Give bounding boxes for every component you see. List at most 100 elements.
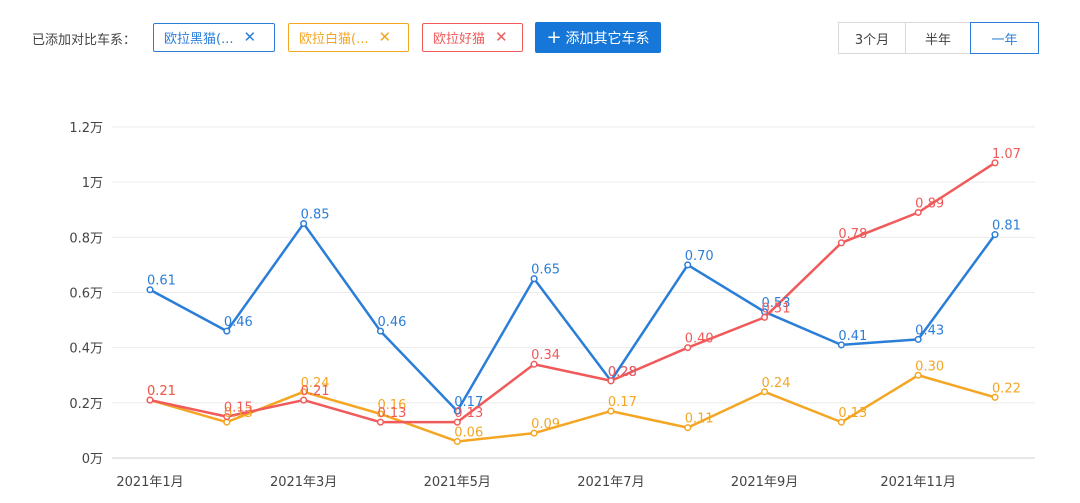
data-point bbox=[300, 388, 308, 396]
data-label: 0.46 bbox=[377, 315, 406, 330]
y-tick-label: 0.2万 bbox=[69, 397, 103, 412]
data-label: 0.41 bbox=[838, 329, 867, 344]
data-label: 0.22 bbox=[992, 381, 1021, 396]
data-point bbox=[453, 437, 461, 446]
data-label: 0.40 bbox=[685, 332, 714, 347]
grid-layer bbox=[112, 126, 1035, 459]
data-point bbox=[453, 418, 461, 426]
data-point bbox=[837, 418, 845, 426]
data-point bbox=[223, 413, 231, 421]
range-half-year[interactable]: 半年 bbox=[905, 22, 971, 54]
data-label: 1.07 bbox=[992, 147, 1021, 162]
data-label: 0.13 bbox=[838, 406, 867, 421]
series-line bbox=[149, 374, 996, 443]
x-tick-label: 2021年9月 bbox=[731, 475, 798, 490]
data-label: 0.78 bbox=[838, 227, 867, 242]
x-tick-label: 2021年3月 bbox=[270, 475, 337, 490]
data-label: 0.85 bbox=[301, 208, 330, 223]
data-label: 0.43 bbox=[915, 323, 944, 338]
data-label: 0.89 bbox=[915, 197, 944, 212]
data-label: 0.46 bbox=[224, 315, 253, 330]
series-line bbox=[149, 222, 997, 413]
data-label: 0.21 bbox=[301, 384, 330, 399]
series-line bbox=[149, 161, 996, 424]
data-label: 0.24 bbox=[301, 376, 330, 391]
y-tick-label: 0.8万 bbox=[69, 231, 103, 246]
series-tag-heimao[interactable]: 欧拉黑猫(... ✕ bbox=[153, 23, 275, 52]
data-label: 0.11 bbox=[685, 412, 714, 427]
y-tick-label: 1万 bbox=[82, 176, 103, 191]
data-point bbox=[530, 275, 538, 283]
data-point bbox=[146, 286, 154, 294]
data-label: 0.13 bbox=[454, 406, 483, 421]
label-layer: 0.61 0.46 0.85 0.46 0.17 0.65 0.28 0.70 0.53 0.41… bbox=[147, 147, 1021, 441]
data-point bbox=[146, 396, 154, 404]
data-label: 0.28 bbox=[608, 365, 637, 380]
add-series-label: 添加其它车系 bbox=[565, 30, 650, 47]
y-tick-label: 0万 bbox=[82, 452, 103, 467]
data-label: 0.13 bbox=[224, 406, 253, 421]
close-icon[interactable]: ✕ bbox=[243, 28, 257, 46]
series-tag-haomao[interactable]: 欧拉好猫 ✕ bbox=[422, 23, 523, 52]
compare-label: 已添加对比车系： bbox=[32, 33, 137, 48]
close-icon[interactable]: ✕ bbox=[495, 28, 508, 46]
data-point bbox=[607, 377, 615, 385]
axis-layer: 0万 0.2万 0.4万 0.6万 0.8万 1万 1.2万 2021年1月 2021年3月 20… bbox=[69, 121, 956, 490]
data-point bbox=[991, 159, 999, 167]
toolbar: 已添加对比车系： 欧拉黑猫(... ✕ 欧拉白猫(... ✕ 欧拉好猫 ✕ + … bbox=[0, 0, 1080, 80]
data-label: 0.61 bbox=[147, 274, 176, 289]
data-point bbox=[991, 231, 999, 239]
data-label: 0.17 bbox=[608, 395, 637, 410]
data-point bbox=[991, 393, 999, 401]
data-point bbox=[837, 239, 845, 247]
plus-icon: + bbox=[546, 26, 562, 48]
data-label: 0.15 bbox=[224, 401, 253, 416]
data-label: 0.06 bbox=[454, 425, 483, 440]
x-tick-label: 2021年11月 bbox=[880, 475, 956, 490]
x-tick-label: 2021年5月 bbox=[424, 475, 491, 490]
data-point bbox=[376, 418, 385, 426]
data-label: 0.30 bbox=[915, 359, 944, 374]
x-tick-label: 2021年7月 bbox=[577, 475, 644, 490]
y-tick-label: 0.6万 bbox=[69, 287, 103, 302]
data-point bbox=[300, 219, 308, 228]
data-label: 0.70 bbox=[685, 249, 714, 264]
series-tag-baimao[interactable]: 欧拉白猫(... ✕ bbox=[288, 23, 409, 52]
series-tag-label: 欧拉黑猫(... bbox=[164, 32, 234, 47]
data-point bbox=[837, 341, 845, 349]
data-point bbox=[223, 327, 231, 335]
data-label: 0.21 bbox=[147, 384, 176, 399]
series-tag-label: 欧拉好猫 bbox=[433, 32, 486, 47]
data-label: 0.21 bbox=[147, 384, 176, 399]
data-label: 0.17 bbox=[454, 395, 483, 410]
y-tick-label: 0.4万 bbox=[69, 342, 103, 357]
time-range-selector: 3个月 半年 一年 bbox=[838, 22, 1039, 54]
data-point bbox=[684, 261, 692, 269]
data-label: 0.13 bbox=[377, 406, 406, 421]
data-label: 0.53 bbox=[762, 296, 791, 311]
data-point bbox=[760, 388, 769, 396]
data-label: 0.24 bbox=[762, 376, 791, 391]
close-icon[interactable]: ✕ bbox=[378, 28, 392, 46]
y-tick-label: 1.2万 bbox=[69, 121, 103, 136]
data-point bbox=[684, 344, 692, 352]
x-tick-label: 2021年1月 bbox=[116, 475, 183, 490]
data-point bbox=[530, 429, 538, 437]
series-layer bbox=[146, 159, 999, 446]
add-series-button[interactable]: + 添加其它车系 bbox=[535, 22, 661, 53]
data-label: 0.65 bbox=[531, 263, 560, 278]
data-label: 0.51 bbox=[762, 301, 791, 316]
data-point bbox=[684, 424, 692, 432]
range-3-months[interactable]: 3个月 bbox=[838, 22, 906, 54]
data-label: 0.81 bbox=[992, 219, 1021, 234]
data-point bbox=[914, 371, 922, 379]
data-point bbox=[376, 327, 385, 335]
data-point bbox=[376, 410, 385, 418]
data-point bbox=[453, 407, 461, 415]
range-one-year[interactable]: 一年 bbox=[970, 22, 1039, 54]
series-tag-label: 欧拉白猫(... bbox=[299, 32, 369, 47]
data-label: 0.09 bbox=[531, 417, 560, 432]
data-label: 0.34 bbox=[531, 348, 560, 363]
data-point bbox=[607, 407, 615, 415]
